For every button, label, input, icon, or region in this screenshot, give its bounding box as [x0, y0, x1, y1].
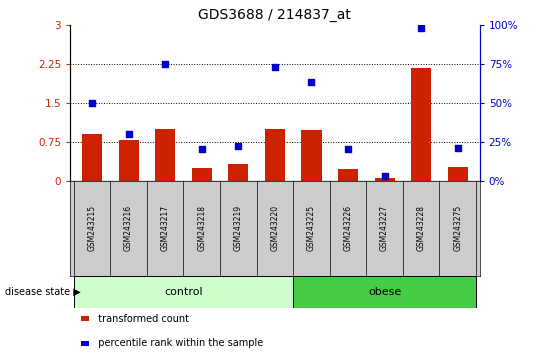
Bar	[411, 68, 431, 181]
Text: GSM243219: GSM243219	[234, 205, 243, 251]
Bar	[338, 169, 358, 181]
Text: disease state ▶: disease state ▶	[5, 287, 81, 297]
Text: percentile rank within the sample: percentile rank within the sample	[92, 338, 263, 348]
Text: transformed count: transformed count	[92, 314, 189, 324]
Text: GSM243275: GSM243275	[453, 205, 462, 251]
Point	[197, 147, 206, 152]
Text: GSM243217: GSM243217	[161, 205, 170, 251]
Bar	[301, 130, 322, 181]
Point	[271, 64, 279, 70]
Bar	[293, 276, 476, 308]
Point	[344, 147, 353, 152]
Bar	[155, 129, 175, 181]
Text: GSM243216: GSM243216	[124, 205, 133, 251]
Title: GDS3688 / 214837_at: GDS3688 / 214837_at	[198, 8, 351, 22]
Text: GSM243227: GSM243227	[380, 205, 389, 251]
Bar	[375, 178, 395, 181]
Bar	[192, 167, 212, 181]
Point	[453, 145, 462, 151]
Bar	[448, 166, 468, 181]
Text: GSM243215: GSM243215	[87, 205, 96, 251]
Text: GSM243228: GSM243228	[417, 205, 426, 251]
Bar	[119, 140, 139, 181]
Point	[307, 80, 316, 85]
Point	[161, 61, 169, 67]
Text: obese: obese	[368, 287, 401, 297]
Point	[234, 143, 243, 149]
Bar	[228, 164, 248, 181]
Point	[125, 131, 133, 137]
Bar	[74, 276, 293, 308]
Bar	[265, 129, 285, 181]
Point	[417, 25, 425, 31]
Text: GSM243218: GSM243218	[197, 205, 206, 251]
Point	[381, 173, 389, 179]
Text: GSM243220: GSM243220	[271, 205, 279, 251]
Text: GSM243225: GSM243225	[307, 205, 316, 251]
Text: GSM243226: GSM243226	[343, 205, 353, 251]
Text: control: control	[164, 287, 203, 297]
Point	[88, 100, 96, 105]
Bar	[82, 134, 102, 181]
